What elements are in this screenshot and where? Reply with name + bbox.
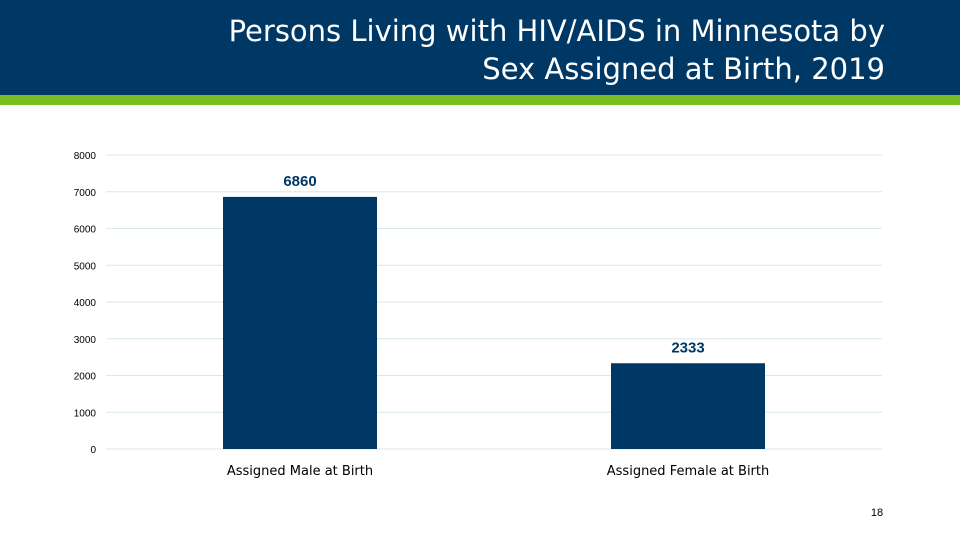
y-tick-label: 8000 [74,151,97,162]
y-tick-label: 4000 [74,298,97,309]
y-tick-label: 1000 [74,408,97,419]
page-number: 18 [870,507,884,519]
slide-header [0,0,960,95]
y-tick-label: 7000 [74,188,97,199]
x-category-label: Assigned Male at Birth [227,464,373,479]
y-tick-label: 3000 [74,335,97,346]
y-tick-label: 2000 [74,372,97,383]
x-category-label: Assigned Female at Birth [607,464,769,479]
bar-1 [223,196,377,449]
bar-2 [611,363,765,449]
chart-title: Persons Living with HIV/AIDS in Minnesot… [185,12,885,88]
data-label: 2333 [671,339,704,356]
y-tick-label: 6000 [74,225,97,236]
y-tick-label: 0 [90,445,96,456]
y-tick-label: 5000 [74,261,97,272]
data-label: 6860 [283,173,316,190]
chart-title-line-2: Sex Assigned at Birth, 2019 [482,52,885,86]
chart-title-line-1: Persons Living with HIV/AIDS in Minnesot… [228,14,885,48]
header-accent-stripe [0,95,960,105]
